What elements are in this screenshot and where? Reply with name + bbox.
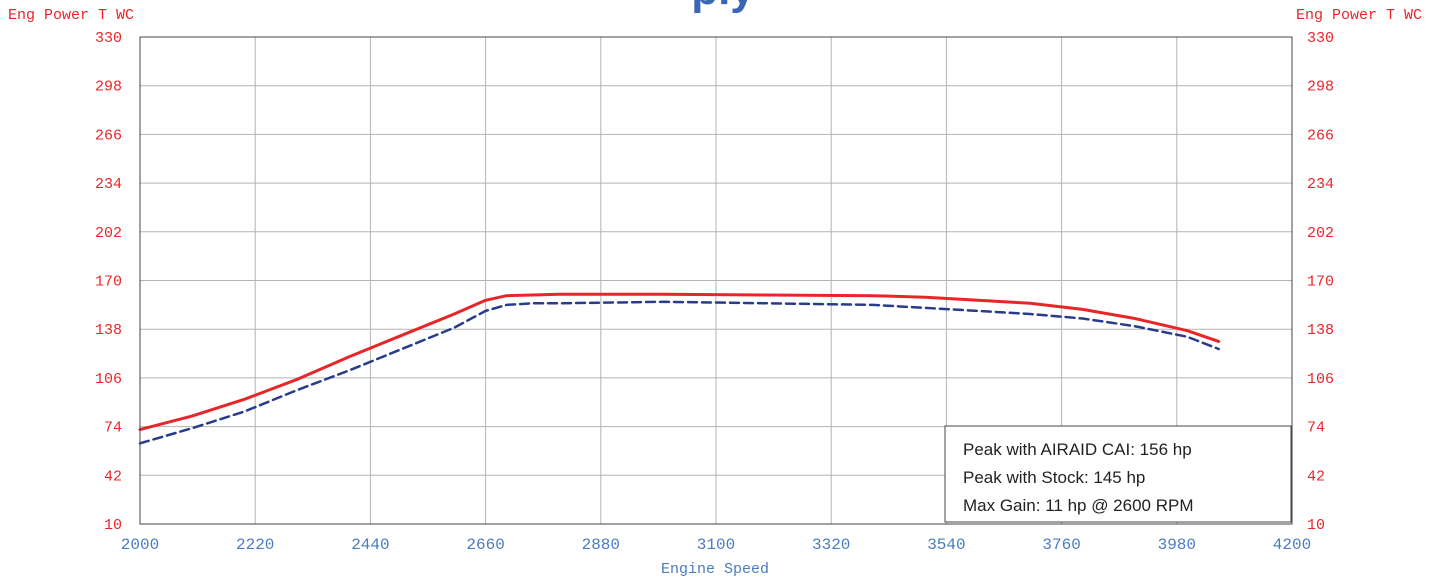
y-tick-label-left: 42	[104, 468, 122, 485]
x-tick-label: 3320	[812, 536, 850, 554]
y-axis-label-left: Eng Power T WC	[8, 7, 134, 24]
annotation-background	[944, 425, 1292, 523]
y-tick-label-right: 138	[1307, 322, 1334, 339]
series-line-stock	[138, 300, 1220, 445]
x-axis: 2000 2220 2440 2660 2880 3100 3320 3540 3760 3980…	[121, 536, 1311, 554]
plot-frame	[139, 36, 1293, 525]
y-tick-label-right: 234	[1307, 176, 1334, 193]
x-tick-label: 3100	[697, 536, 735, 554]
chart-title: ply	[691, 0, 755, 14]
x-tick-label: 2000	[121, 536, 159, 554]
x-axis-label: Engine Speed	[661, 561, 769, 578]
x-tick-label: 2660	[466, 536, 504, 554]
annotation-line: Peak with AIRAID CAI: 156 hp	[963, 440, 1192, 459]
y-tick-label-right: 74	[1307, 420, 1325, 437]
y-tick-label-left: 202	[95, 225, 122, 242]
y-tick-label-right: 298	[1307, 79, 1334, 96]
y-tick-label-left: 298	[95, 79, 122, 96]
y-tick-label-left: 74	[104, 420, 122, 437]
annotation-line: Peak with Stock: 145 hp	[963, 468, 1145, 487]
y-tick-label-right: 42	[1307, 468, 1325, 485]
x-tick-label: 2440	[351, 536, 389, 554]
x-tick-label: 3540	[927, 536, 965, 554]
x-tick-label: 2880	[582, 536, 620, 554]
y-axis-label-right: Eng Power T WC	[1296, 7, 1422, 24]
y-tick-label-right: 106	[1307, 371, 1334, 388]
y-tick-label-right: 170	[1307, 274, 1334, 291]
y-tick-label-right: 330	[1307, 30, 1334, 47]
annotation-line: Max Gain: 11 hp @ 2600 RPM	[963, 496, 1194, 515]
series-line-airaid	[138, 292, 1221, 432]
y-tick-label-right: 10	[1307, 517, 1325, 534]
y-tick-label-left: 138	[95, 322, 122, 339]
annotation-box: Peak with AIRAID CAI: 156 hp Peak with S…	[944, 425, 1292, 523]
y-tick-label-left: 234	[95, 176, 122, 193]
y-tick-label-left: 330	[95, 30, 122, 47]
y-axis-left: 330 298 266 234 202 170 138 106 74 42 10	[95, 30, 122, 534]
y-axis-right: 330 298 266 234 202 170 138 106 74 42 10	[1307, 30, 1334, 534]
y-tick-label-left: 106	[95, 371, 122, 388]
x-tick-label: 2220	[236, 536, 274, 554]
x-tick-label: 3760	[1042, 536, 1080, 554]
x-tick-label: 4200	[1273, 536, 1311, 554]
series-layer	[138, 292, 1221, 445]
y-tick-label-right: 202	[1307, 225, 1334, 242]
y-tick-label-right: 266	[1307, 127, 1334, 144]
y-tick-label-left: 10	[104, 517, 122, 534]
y-tick-label-left: 266	[95, 127, 122, 144]
y-tick-label-left: 170	[95, 274, 122, 291]
x-tick-label: 3980	[1158, 536, 1196, 554]
